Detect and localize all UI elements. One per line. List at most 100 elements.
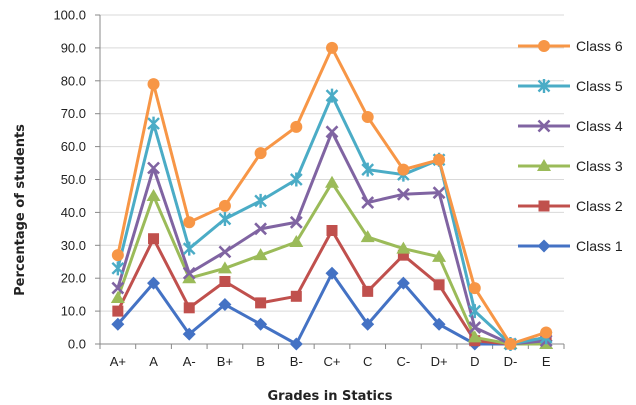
data-point [289,337,303,351]
data-point [504,338,517,350]
data-point [218,245,232,259]
y-tick-labels: 0.0 10.0 20.0 30.0 40.0 50.0 60.0 70.0 80.0 90.0 1… [53,8,86,352]
x-tick-labels: A+ A A- B+ B B- C+ C C- D+ D D- E [110,354,551,369]
legend-entry-class-5: Class 5 [518,78,623,94]
data-point [397,249,409,261]
data-point [325,266,339,280]
legend-label: Class 3 [576,158,623,174]
data-point [360,230,375,243]
data-point [325,175,339,188]
data-point [289,215,303,229]
y-tick-label: 50.0 [61,172,86,187]
x-tick-label: C- [397,354,411,369]
data-point [432,249,447,262]
data-point [218,211,232,226]
x-tick-label: D+ [431,354,448,369]
data-point [147,116,160,131]
data-point [182,271,197,284]
data-point [325,88,339,103]
data-point [538,40,550,52]
data-point [218,298,232,312]
data-point [253,248,268,261]
data-point [468,282,481,295]
data-point [289,172,303,187]
data-point [183,216,196,229]
data-point [218,199,231,212]
data-point [468,304,482,319]
data-point [254,147,267,160]
x-tick-label: C+ [324,354,341,369]
series-class-3 [110,175,554,349]
x-tick-label: C [363,354,372,369]
data-point [396,276,410,290]
data-point [361,317,375,331]
data-point [397,163,410,176]
y-tick-label: 100.0 [53,8,86,23]
x-tick-label: E [542,354,551,369]
data-point [111,317,125,331]
data-point [432,317,446,331]
data-point [112,305,124,317]
x-tick-label: A [149,354,158,369]
x-tick-label: A+ [110,354,126,369]
data-point [254,222,268,236]
x-tick-label: D [470,354,479,369]
data-point [537,239,551,253]
x-axis-label: Grades in Statics [268,389,393,404]
data-point [147,161,160,175]
series-line [116,181,547,346]
data-point [219,275,231,287]
x-tick-label: B+ [217,354,233,369]
x-tick-label: B- [290,354,303,369]
data-point [468,321,482,334]
legend-label: Class 4 [576,118,623,134]
data-point [433,279,445,291]
series-class-5 [111,88,553,351]
legend: Class 6 Class 5 Class 4 Class 3 Class 2 Class… [518,38,623,254]
data-point [289,235,304,248]
data-point [396,241,411,254]
data-point [110,290,125,303]
data-point [254,317,268,331]
data-point [537,79,551,93]
legend-label: Class 1 [576,238,623,254]
data-point [540,326,553,339]
data-point [433,153,446,166]
data-point [111,281,125,295]
legend-label: Class 6 [576,38,623,54]
y-tick-label: 90.0 [61,40,86,55]
data-point [362,285,374,297]
legend-label: Class 2 [576,198,623,214]
data-point [325,125,339,139]
data-point [396,187,410,201]
y-axis-label: Percentage of students [13,124,28,296]
x-tick-label: B [256,354,265,369]
y-tick-label: 10.0 [61,304,86,319]
y-tick-label: 70.0 [61,106,86,121]
data-point [467,330,482,343]
series-lines [110,41,554,351]
legend-label: Class 5 [576,78,623,94]
series-line [116,271,547,346]
legend-entry-class-1: Class 1 [518,238,623,254]
legend-entry-class-3: Class 3 [518,158,623,174]
data-point [361,162,375,177]
legend-entry-class-4: Class 4 [518,118,623,134]
data-point [290,120,303,133]
x-tick-label: D- [504,354,518,369]
data-point [147,276,161,290]
x-tick-label: A- [183,354,196,369]
data-point [432,186,446,200]
legend-entry-class-2: Class 2 [518,198,623,214]
series-class-6 [111,41,553,350]
data-point [290,290,302,302]
y-tick-label: 40.0 [61,205,86,220]
data-point [148,233,160,245]
data-point [111,261,125,276]
y-tick-label: 60.0 [61,139,86,154]
data-point [217,261,232,274]
data-point [326,224,338,236]
data-point [537,159,551,171]
data-point [361,110,374,123]
